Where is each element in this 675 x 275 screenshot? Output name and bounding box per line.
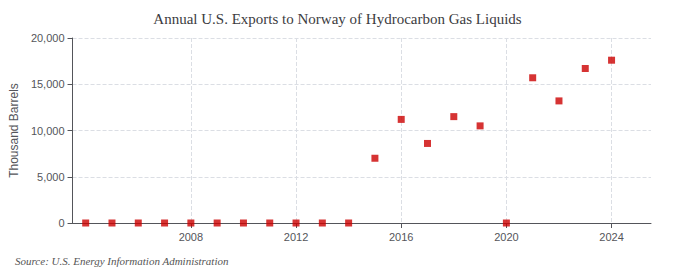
svg-text:Annual U.S. Exports to Norway: Annual U.S. Exports to Norway of Hydroca… (153, 11, 521, 27)
svg-text:0: 0 (58, 217, 64, 229)
svg-text:2016: 2016 (389, 231, 413, 243)
svg-text:2008: 2008 (179, 231, 203, 243)
svg-text:2024: 2024 (599, 231, 623, 243)
svg-text:Source: U.S. Energy Informatio: Source: U.S. Energy Information Administ… (15, 255, 229, 267)
svg-text:15,000: 15,000 (31, 78, 65, 90)
svg-text:20,000: 20,000 (31, 32, 65, 44)
svg-text:10,000: 10,000 (31, 125, 65, 137)
svg-text:5,000: 5,000 (37, 171, 65, 183)
svg-text:2012: 2012 (284, 231, 308, 243)
svg-text:2020: 2020 (494, 231, 518, 243)
svg-text:Thousand Barrels: Thousand Barrels (7, 83, 21, 178)
